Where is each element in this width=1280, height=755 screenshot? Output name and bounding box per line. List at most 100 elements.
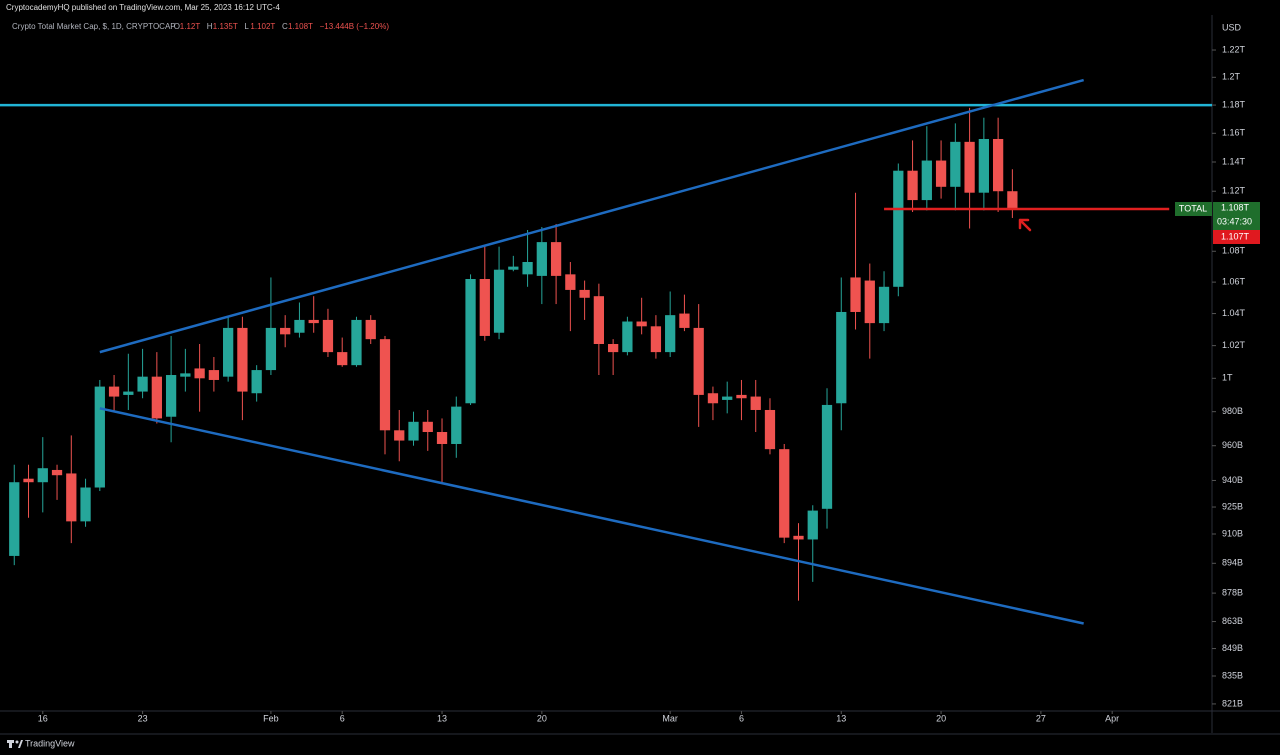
y-tick-label: 1.08T bbox=[1222, 246, 1246, 256]
candle-body bbox=[935, 160, 947, 187]
x-tick-label: 16 bbox=[38, 713, 48, 723]
arrow bbox=[1018, 218, 1032, 232]
bid-price: 1.107T bbox=[1221, 231, 1250, 241]
candle-body bbox=[451, 406, 462, 444]
candle-body bbox=[408, 421, 419, 441]
ohlc-value: 1.12T bbox=[180, 22, 201, 31]
candle-body bbox=[565, 274, 576, 290]
brand: TradingView bbox=[25, 738, 75, 748]
candle-body bbox=[764, 409, 776, 450]
candle-body bbox=[607, 344, 619, 353]
candle-body bbox=[622, 321, 633, 353]
candle-body bbox=[94, 386, 105, 488]
candle-body bbox=[650, 326, 662, 353]
y-tick-label: 1.22T bbox=[1222, 44, 1246, 54]
candle-body bbox=[208, 370, 220, 380]
candle-body bbox=[465, 279, 476, 404]
y-tick-label: 925B bbox=[1222, 501, 1243, 511]
candle-body bbox=[878, 286, 890, 324]
ohlc-value: 1.102T bbox=[250, 22, 275, 31]
candle-body bbox=[180, 373, 191, 377]
candle-body bbox=[436, 432, 448, 444]
drawn-line bbox=[99, 407, 1084, 625]
ohlc-key: L bbox=[244, 22, 249, 31]
logo bbox=[7, 740, 23, 748]
x-tick-label: 6 bbox=[739, 713, 744, 723]
y-tick-label: 863B bbox=[1222, 616, 1243, 626]
candle-body bbox=[665, 315, 676, 353]
candle-body bbox=[593, 296, 605, 345]
candle-body bbox=[194, 368, 205, 379]
candle-body bbox=[850, 277, 861, 312]
candle-body bbox=[978, 138, 989, 193]
publisher: CryptocademyHQ published on TradingView.… bbox=[6, 3, 280, 12]
candle-body bbox=[237, 327, 248, 392]
y-tick-label: 878B bbox=[1222, 587, 1243, 597]
candle-body bbox=[151, 376, 162, 419]
candle-body bbox=[51, 469, 63, 476]
candle-body bbox=[66, 473, 77, 522]
ohlc-value: 1.135T bbox=[213, 22, 238, 31]
candle-body bbox=[108, 386, 120, 397]
y-tick-label: 1.16T bbox=[1222, 128, 1246, 138]
candle-body bbox=[337, 352, 348, 366]
candle-body bbox=[550, 242, 562, 276]
x-tick-label: 20 bbox=[936, 713, 946, 723]
ohlc-key: C bbox=[282, 22, 288, 31]
y-tick-label: 1.18T bbox=[1222, 99, 1246, 109]
candle-body bbox=[394, 430, 405, 441]
candle-body bbox=[479, 279, 490, 336]
symbol-tag: TOTAL bbox=[1179, 203, 1207, 213]
candle-body bbox=[165, 375, 177, 417]
symbol: Crypto Total Market Cap, $, 1D, CRYPTOCA… bbox=[12, 22, 176, 31]
y-tick-label: 849B bbox=[1222, 643, 1243, 653]
candle-body bbox=[1007, 191, 1018, 210]
candle-body bbox=[907, 170, 918, 201]
candle-body bbox=[123, 391, 134, 395]
candle-body bbox=[821, 404, 833, 509]
candle-body bbox=[736, 394, 747, 399]
symbol-tag-bg bbox=[1175, 202, 1212, 217]
candle-body bbox=[280, 327, 291, 335]
candle-body bbox=[679, 313, 690, 328]
y-tick-label: 1.02T bbox=[1222, 340, 1246, 350]
x-tick-label: Mar bbox=[662, 713, 678, 723]
plot bbox=[0, 78, 1212, 625]
y-tick-label: 835B bbox=[1222, 670, 1243, 680]
y-tick-label: 1.2T bbox=[1222, 72, 1241, 82]
y-tick-label: 960B bbox=[1222, 440, 1243, 450]
candle-body bbox=[223, 327, 234, 377]
drawn-line bbox=[99, 78, 1085, 354]
change: −13.444B (−1.20%) bbox=[320, 22, 390, 31]
candle-body bbox=[722, 396, 733, 400]
candle-body bbox=[508, 266, 519, 270]
ohlc-key: O bbox=[174, 22, 180, 31]
candle-body bbox=[964, 141, 975, 193]
candle-body bbox=[80, 487, 91, 522]
candle-body bbox=[864, 280, 875, 324]
candle-body bbox=[950, 141, 961, 187]
candle-body bbox=[9, 482, 20, 556]
candle-body bbox=[522, 261, 533, 275]
candle-body bbox=[422, 421, 433, 433]
y-tick-label: 910B bbox=[1222, 528, 1243, 538]
y-tick-label: 1.12T bbox=[1222, 186, 1246, 196]
ohlc-value: 1.108T bbox=[288, 22, 313, 31]
y-tick-label: 1T bbox=[1222, 373, 1233, 383]
last-price: 1.108T bbox=[1221, 202, 1250, 212]
candle-body bbox=[992, 138, 1004, 192]
candle-body bbox=[137, 376, 148, 392]
y-tick-label: 1.06T bbox=[1222, 276, 1246, 286]
candle-body bbox=[707, 393, 719, 404]
x-tick-label: 23 bbox=[138, 713, 148, 723]
candle-body bbox=[322, 319, 334, 353]
candle-body bbox=[807, 510, 818, 540]
candle-body bbox=[836, 311, 847, 404]
y-tick-label: 1.14T bbox=[1222, 156, 1246, 166]
candle-body bbox=[793, 535, 804, 540]
candle-body bbox=[37, 468, 48, 483]
last-price-bg bbox=[1213, 202, 1260, 231]
